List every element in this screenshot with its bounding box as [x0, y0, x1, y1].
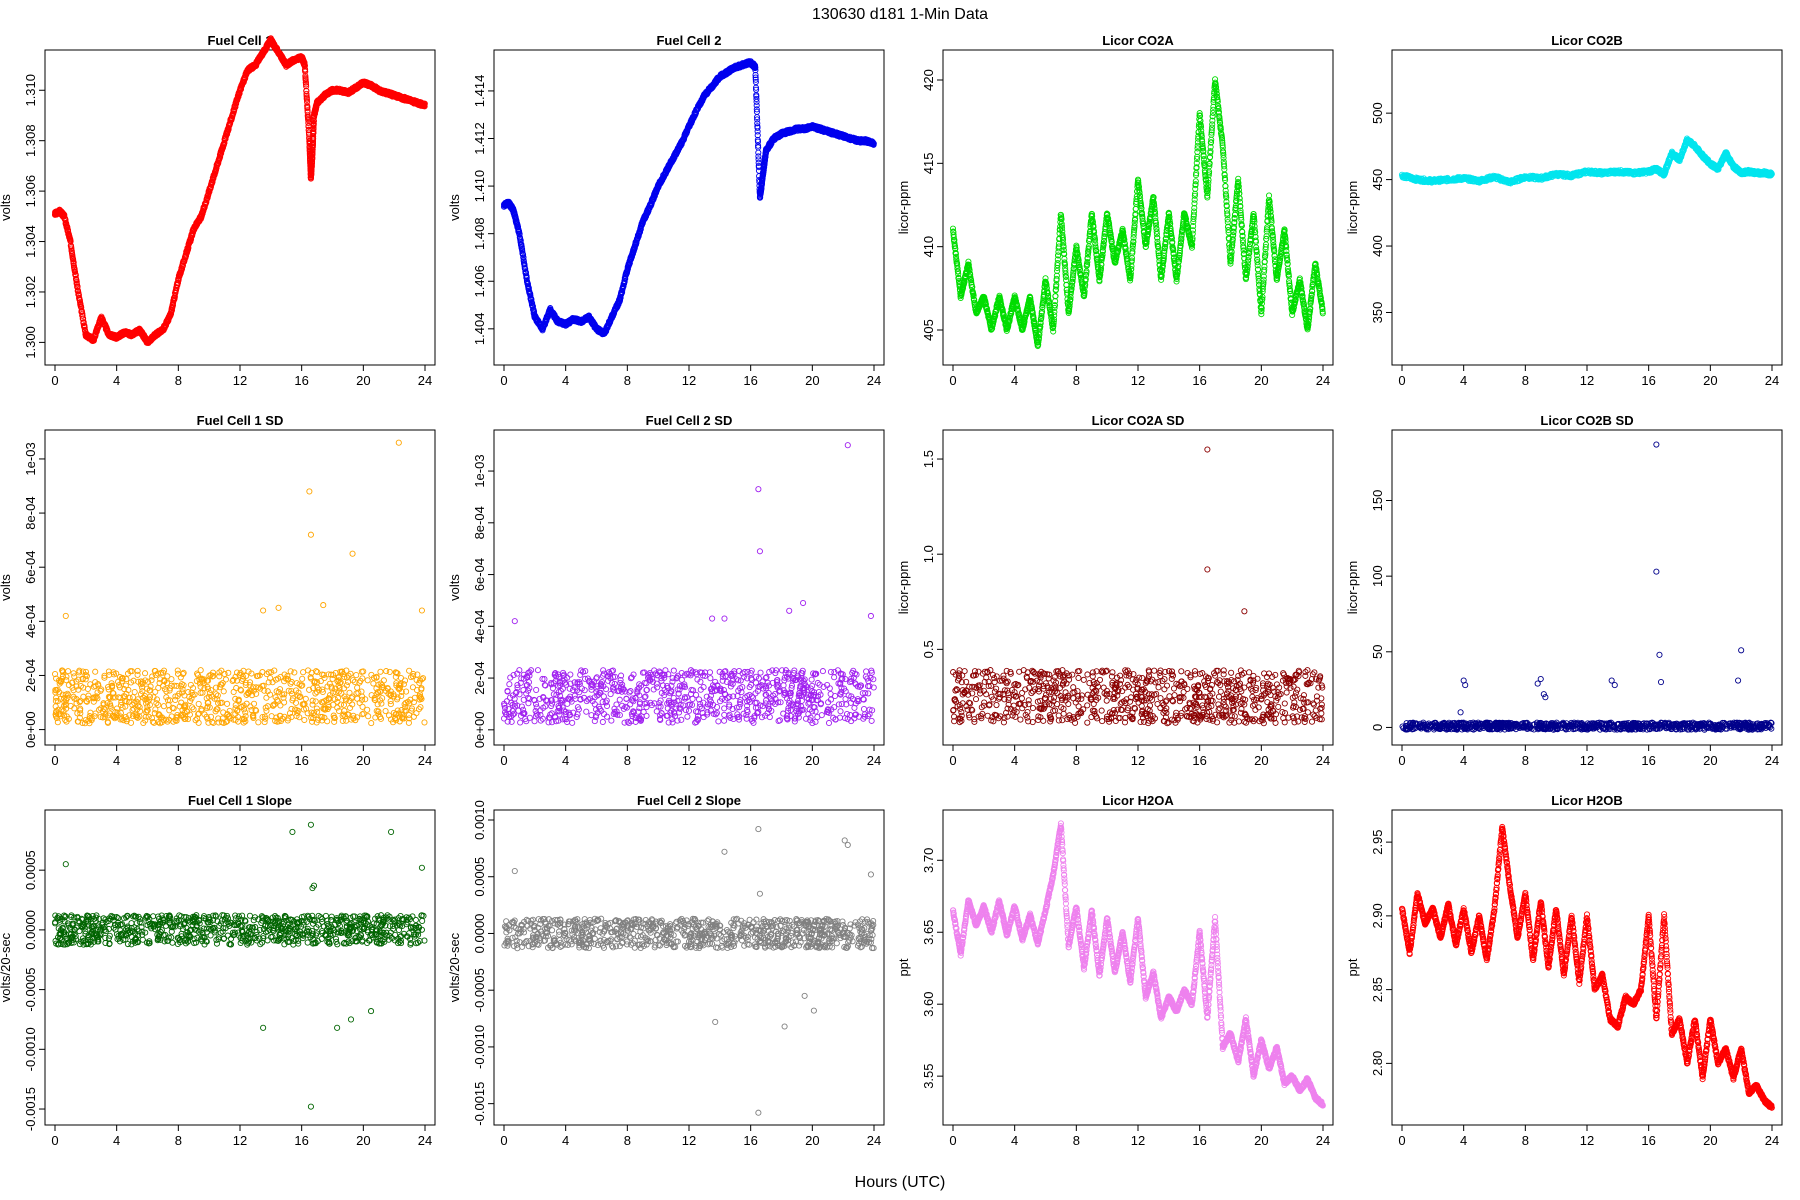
points — [500, 58, 877, 338]
data-point — [81, 324, 88, 331]
y-tick-label: 1.304 — [23, 225, 38, 258]
data-point — [63, 220, 70, 227]
figure-title: 130630 d181 1-Min Data — [812, 6, 988, 23]
x-tick-label: 4 — [113, 373, 120, 388]
y-tick-label: 1.308 — [23, 124, 38, 157]
points — [949, 76, 1326, 350]
y-tick-label: 405 — [921, 319, 936, 341]
x-tick-label: 0 — [500, 373, 507, 388]
points — [51, 35, 428, 346]
y-tick-label: 1.408 — [472, 217, 487, 250]
data-point — [67, 238, 74, 245]
data-point — [235, 93, 242, 100]
x-tick-label: 20 — [1254, 373, 1268, 388]
x-tick-label: 0 — [51, 373, 58, 388]
panel-grid: Fuel Cell 1 0 4 8 12 16 20 24 1.300 1.302 1.304 1.3… — [0, 33, 1783, 1148]
panel-title: Fuel Cell 2 — [656, 33, 721, 48]
x-tick-label: 16 — [1192, 373, 1206, 388]
y-tick-label: 1.410 — [472, 170, 487, 203]
data-point — [70, 259, 77, 266]
data-point — [64, 224, 71, 231]
data-point — [1052, 292, 1059, 300]
x-tick-label: 24 — [867, 373, 881, 388]
y-tick-label: 1.406 — [472, 265, 487, 298]
y-tick-label: 410 — [921, 236, 936, 258]
panel-title: Fuel Cell 1 — [207, 33, 272, 48]
y-tick-label: 1.404 — [472, 313, 487, 346]
x-tick-label: 8 — [175, 373, 182, 388]
x-tick-label: 0 — [949, 373, 956, 388]
panel-3: Licor CO2A 0 4 8 12 16 20 24 405 410 415 420 licor-p… — [896, 33, 1334, 388]
data-point — [217, 153, 224, 160]
x-tick-label: 12 — [233, 373, 247, 388]
panel-1: Fuel Cell 1 0 4 8 12 16 20 24 1.300 1.302 1.304 1.3… — [0, 33, 436, 388]
x-tick-label: 12 — [682, 373, 696, 388]
x-tick-label: 4 — [1011, 373, 1018, 388]
data-point — [71, 268, 79, 276]
data-point — [80, 315, 87, 322]
data-point — [237, 86, 245, 93]
y-tick-label: 1.306 — [23, 175, 38, 208]
y-axis-label: volts — [447, 194, 462, 221]
panel-title: Licor CO2A — [1102, 33, 1174, 48]
data-point — [174, 279, 181, 286]
y-tick-label: 1.412 — [472, 122, 487, 155]
data-point — [62, 217, 69, 224]
y-tick-label: 1.302 — [23, 276, 38, 309]
x-tick-label: 16 — [743, 373, 757, 388]
y-tick-label: 1.414 — [472, 75, 487, 108]
x-tick-label: 8 — [624, 373, 631, 388]
y-tick-label: 1.300 — [23, 326, 38, 359]
x-tick-label: 20 — [356, 373, 370, 388]
data-point — [231, 106, 238, 113]
y-axis-label: licor-ppm — [896, 181, 911, 234]
y-tick-label: 415 — [921, 152, 936, 174]
y-axis-label: volts — [0, 194, 13, 221]
y-tick-label: 420 — [921, 69, 936, 91]
y-tick-label: 1.310 — [23, 74, 38, 107]
x-tick-label: 20 — [805, 373, 819, 388]
x-tick-label: 12 — [1131, 373, 1145, 388]
x-tick-label: 8 — [1073, 373, 1080, 388]
x-tick-label: 24 — [418, 373, 432, 388]
x-tick-label: 16 — [294, 373, 308, 388]
panel-2: Fuel Cell 2 0 4 8 12 16 20 24 1.404 1.406 1.408 1.4… — [447, 33, 885, 388]
data-point — [78, 304, 85, 311]
data-point — [79, 312, 86, 319]
x-tick-label: 4 — [562, 373, 569, 388]
x-tick-label: 24 — [1316, 373, 1330, 388]
